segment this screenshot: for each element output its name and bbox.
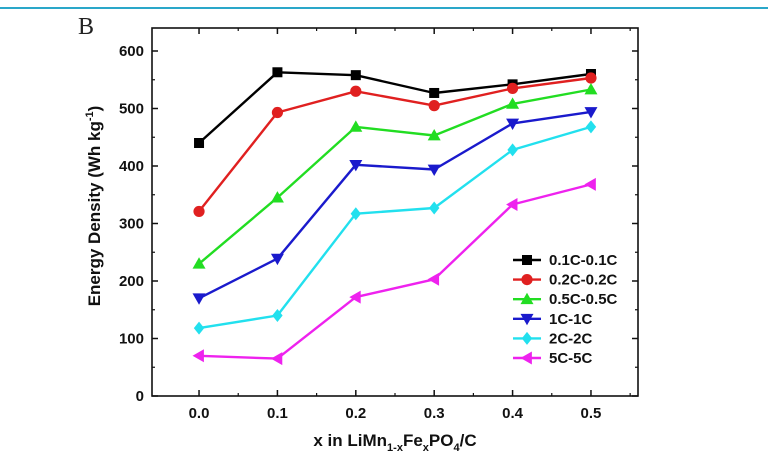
- legend-marker: [520, 292, 534, 305]
- x-tick-label: 0.0: [189, 405, 210, 422]
- data-point: [506, 82, 519, 94]
- data-point: [349, 290, 361, 304]
- legend-item: 0.2C-0.2C: [513, 272, 618, 289]
- series-2C-2C: [193, 120, 597, 335]
- data-point: [427, 129, 441, 141]
- legend-marker: [521, 274, 533, 286]
- data-point: [350, 207, 362, 221]
- legend-item: 2C-2C: [513, 330, 593, 347]
- series-0.2C-0.2C: [193, 72, 597, 218]
- data-point: [585, 120, 597, 134]
- x-tick-label: 0.2: [345, 405, 366, 422]
- y-tick-label: 200: [119, 273, 144, 290]
- y-tick-label: 600: [119, 43, 144, 60]
- legend-label: 5C-5C: [549, 350, 593, 367]
- legend-marker: [521, 331, 533, 345]
- legend-marker: [520, 313, 534, 326]
- data-point: [585, 72, 597, 84]
- series-line: [198, 183, 592, 360]
- legend-item: 0.1C-0.1C: [513, 252, 618, 269]
- series-1C-1C: [192, 107, 598, 305]
- data-point: [584, 107, 598, 119]
- data-point: [193, 205, 205, 218]
- data-point: [270, 253, 284, 266]
- legend-label: 0.2C-0.2C: [549, 272, 618, 289]
- data-point: [349, 120, 363, 132]
- y-tick-label: 500: [119, 101, 144, 118]
- data-point: [584, 83, 598, 95]
- legend-label: 0.5C-0.5C: [549, 291, 618, 308]
- legend-item: 0.5C-0.5C: [513, 291, 618, 308]
- y-axis-title: Energy Density (Wh kg-1): [84, 106, 104, 307]
- series-line: [198, 125, 592, 330]
- data-point: [192, 257, 206, 269]
- data-point: [507, 143, 518, 157]
- legend-label: 2C-2C: [549, 330, 593, 347]
- data-point: [193, 321, 205, 335]
- data-point: [270, 352, 283, 366]
- legend-marker: [522, 255, 532, 265]
- y-tick-label: 300: [119, 216, 144, 233]
- data-point: [506, 118, 520, 130]
- series-line: [198, 76, 592, 213]
- x-tick-label: 0.4: [502, 405, 524, 422]
- legend: 0.1C-0.1C 0.2C-0.2C 0.5C-0.5C 1C-1C 2C-2C 5C-…: [513, 252, 618, 367]
- legend-label: 1C-1C: [549, 311, 593, 328]
- axes: 0 100 200 300 400 500 600 0.0 0.1 0.2 0.3 0.4 0.5: [119, 27, 639, 422]
- x-tick-label: 0.5: [581, 405, 602, 422]
- data-point: [192, 349, 204, 363]
- x-tick-label: 0.3: [424, 405, 445, 422]
- data-point: [428, 201, 440, 215]
- series-line: [198, 71, 592, 144]
- y-tick-label: 400: [119, 158, 144, 175]
- series-5C-5C: [192, 177, 596, 366]
- data-point: [272, 67, 283, 78]
- series-line: [198, 88, 592, 265]
- data-point: [349, 159, 363, 172]
- data-point: [350, 85, 362, 97]
- data-point: [584, 177, 596, 191]
- x-axis-title: x in LiMn1-xFexPO4/C: [313, 431, 476, 454]
- data-point: [192, 293, 206, 305]
- data-point: [194, 138, 205, 148]
- y-tick-label: 100: [119, 331, 144, 348]
- data-point: [350, 70, 361, 81]
- legend-label: 0.1C-0.1C: [549, 252, 618, 269]
- series-0.5C-0.5C: [192, 83, 598, 269]
- legend-marker: [520, 351, 532, 365]
- data-point: [506, 198, 518, 212]
- legend-item: 5C-5C: [513, 350, 593, 367]
- top-rule: [0, 7, 768, 9]
- data-point: [272, 309, 283, 322]
- data-point: [271, 106, 284, 119]
- data-point: [506, 97, 520, 109]
- panel-label: B: [78, 14, 95, 40]
- data-point: [270, 191, 284, 203]
- x-tick-label: 0.1: [267, 405, 288, 422]
- data-point: [427, 164, 441, 176]
- y-tick-label: 0: [136, 388, 144, 405]
- data-point: [427, 272, 440, 286]
- legend-item: 1C-1C: [513, 311, 593, 328]
- series-layer: [192, 67, 598, 366]
- series-0.1C-0.1C: [194, 67, 596, 148]
- data-point: [429, 87, 440, 98]
- series-line: [198, 110, 592, 300]
- data-point: [428, 100, 440, 112]
